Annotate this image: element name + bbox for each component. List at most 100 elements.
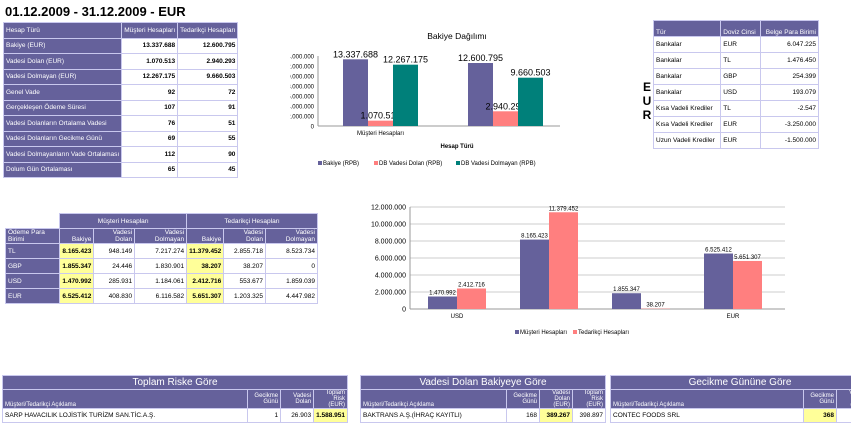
value-cell: 948.149	[94, 244, 135, 259]
value-cell: 1.859.039	[265, 274, 317, 289]
data-label: 2.412.716	[458, 282, 485, 288]
currency-side-label: E U R	[642, 80, 652, 122]
legend-label: Bakiye (RPB)	[323, 161, 359, 167]
column-header: Vadesi Dolmayan	[135, 229, 187, 244]
bar	[428, 296, 457, 309]
data-label: 38.207	[646, 303, 665, 309]
value-cell: 38.207	[187, 259, 224, 274]
amount-cell: 193.079	[760, 85, 818, 101]
value-cell: 12.600.795	[178, 38, 238, 54]
value-cell: 26.903	[281, 409, 314, 423]
value-cell: 13.337.688	[122, 38, 178, 54]
value-cell: 2.855.718	[224, 244, 266, 259]
value-cell: 285.931	[94, 274, 135, 289]
data-label: 12.267.175	[383, 55, 428, 65]
y-tick-label: 10.000.000	[371, 222, 406, 229]
row-label: Genel Vade	[4, 85, 122, 101]
value-cell: 2.940.293	[178, 54, 238, 70]
y-tick-label: 10.000.000	[290, 75, 315, 81]
legend-swatch	[456, 161, 460, 165]
x-tick-label: USD	[451, 314, 464, 320]
legend-label: Tedarikçi Hesapları	[578, 330, 629, 336]
value-cell: 6.525.412	[60, 289, 94, 304]
value-cell: 1.203.325	[224, 289, 266, 304]
value-cell: 1.830.901	[135, 259, 187, 274]
value-cell: 90	[178, 147, 238, 163]
table-row[interactable]: SARP HAVACILIK LOJİSTİK TURİZM SAN.TİC.A…	[3, 409, 348, 423]
currency-cell: EUR	[721, 133, 761, 149]
legend-label: Müşteri Hesapları	[520, 330, 567, 336]
value-cell: 408.830	[94, 289, 135, 304]
type-cell: Kısa Vadeli Krediler	[654, 101, 721, 117]
column-header: Gecikme Günü	[507, 390, 540, 409]
y-tick-label: 8.000.000	[290, 85, 315, 91]
type-cell: Bankalar	[654, 69, 721, 85]
value-cell: 45	[178, 162, 238, 178]
value-cell: 69	[122, 131, 178, 147]
value-cell: 4.447.982	[265, 289, 317, 304]
data-label: 1.855.347	[613, 287, 640, 293]
data-label: 9.660.503	[510, 68, 550, 78]
value-cell: 2.412.716	[187, 274, 224, 289]
data-label: 12.600.795	[458, 53, 503, 63]
column-header: Belge Para Birimi	[760, 21, 818, 37]
account-name: CONTEC FOODS SRL	[611, 409, 804, 423]
data-label: 11.379.452	[549, 206, 579, 212]
title-row: Gecikme Gününe Göre	[611, 376, 851, 390]
x-axis-title: Hesap Türü	[440, 144, 473, 150]
title-row: Vadesi Dolan Bakiyeye Göre	[361, 376, 606, 390]
value-cell: 398.897	[573, 409, 606, 423]
value-cell: 1	[248, 409, 281, 423]
value-cell: 1.070.513	[122, 54, 178, 70]
bar	[468, 63, 493, 126]
currency-cell: EUR	[721, 37, 761, 53]
bar	[549, 212, 578, 309]
currency-cell: GBP	[721, 69, 761, 85]
column-header: Hesap Türü	[4, 23, 122, 39]
row-label: Vadesi Dolanların Gecikme Günü	[4, 131, 122, 147]
currency-cell: TL	[721, 53, 761, 69]
value-cell: 1.855.347	[60, 259, 94, 274]
column-header: Toplam Risk (EUR)	[573, 390, 606, 409]
value-cell: 8.165.423	[60, 244, 94, 259]
x-tick-label: Müşteri Hesapları	[357, 131, 404, 137]
amount-cell: -1.500.000	[760, 133, 818, 149]
column-header: Vadesi Dolan	[281, 390, 314, 409]
currency-label: TL	[6, 244, 60, 259]
value-cell: 368	[804, 409, 837, 423]
type-cell: Bankalar	[654, 53, 721, 69]
legend-label: DB Vadesi Dolmayan (RPB)	[461, 161, 536, 167]
table-row[interactable]: CONTEC FOODS SRL36853	[611, 409, 851, 423]
currency-cell: EUR	[721, 117, 761, 133]
value-cell: 11.379.452	[187, 244, 224, 259]
legend-swatch	[573, 330, 577, 334]
column-header: Toplam Risk (EUR)	[314, 390, 348, 409]
amount-cell: -3.250.000	[760, 117, 818, 133]
bar	[520, 240, 549, 309]
bar	[612, 293, 641, 309]
amount-cell: 1.476.450	[760, 53, 818, 69]
group-header: Müşteri Hesapları	[60, 214, 187, 229]
value-cell: 0	[265, 259, 317, 274]
amount-cell: -2.547	[760, 101, 818, 117]
column-header: Vadesi Dolan	[224, 229, 266, 244]
row-label: Dolum Gün Ortalaması	[4, 162, 122, 178]
side-letter: E	[642, 80, 652, 94]
column-header: Vadesi Dolan (EUR)	[837, 390, 851, 409]
amount-cell: 254.399	[760, 69, 818, 85]
value-cell: 24.446	[94, 259, 135, 274]
